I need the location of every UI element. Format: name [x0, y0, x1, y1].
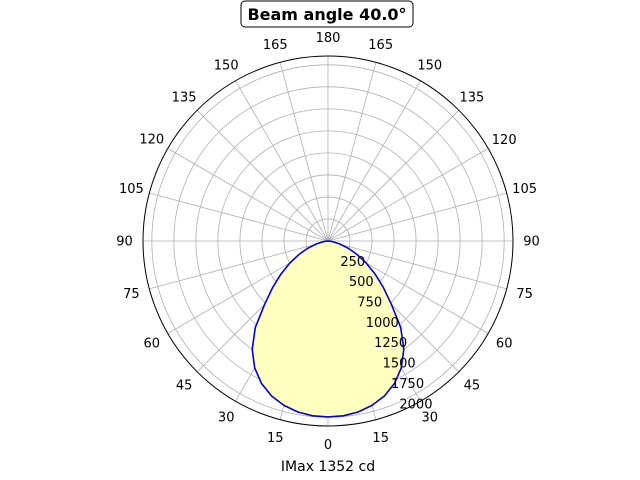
angular-gridline — [327, 240, 507, 290]
angular-gridline — [149, 240, 329, 290]
angle-tick-label: 150 — [214, 58, 239, 73]
chart-title: Beam angle 40.0° — [247, 5, 406, 24]
radial-tick-label: 2000 — [399, 397, 432, 412]
angle-tick-label: 45 — [176, 378, 193, 393]
angle-tick-label: 45 — [464, 378, 481, 393]
x-axis-label: IMax 1352 cd — [281, 459, 375, 475]
angle-tick-label: 135 — [459, 91, 484, 106]
angle-tick-label: 135 — [172, 91, 197, 106]
series-line — [251, 240, 405, 418]
angle-tick-label: 0 — [324, 438, 332, 453]
angle-tick-label: 75 — [123, 287, 140, 302]
angular-gridline — [327, 62, 377, 242]
angle-tick-label: 120 — [139, 133, 164, 148]
radial-tick-label: 250 — [340, 255, 365, 270]
angular-gridline — [327, 80, 421, 242]
angle-tick-label: 165 — [263, 38, 288, 53]
angle-tick-label: 30 — [422, 411, 439, 426]
angle-tick-label: 90 — [523, 235, 540, 250]
radial-tick-label: 1750 — [391, 377, 424, 392]
chart-title-box: Beam angle 40.0° — [240, 0, 414, 28]
angle-tick-label: 105 — [119, 182, 144, 197]
angle-tick-label: 90 — [116, 235, 133, 250]
angle-tick-label: 150 — [417, 58, 442, 73]
radial-tick-label: 750 — [357, 296, 382, 311]
angle-tick-label: 75 — [516, 287, 533, 302]
angular-gridline — [327, 148, 489, 242]
angle-tick-label: 15 — [372, 431, 389, 446]
series-fill — [252, 241, 404, 417]
angle-tick-label: 105 — [512, 182, 537, 197]
series-layer — [251, 240, 405, 418]
angle-tick-label: 60 — [496, 336, 513, 351]
angle-tick-label: 60 — [144, 336, 161, 351]
angular-gridline — [279, 62, 329, 242]
radial-tick-label: 1500 — [383, 357, 416, 372]
angular-gridline — [167, 148, 329, 242]
angular-gridline — [327, 109, 460, 242]
angle-tick-label: 30 — [218, 411, 235, 426]
angular-gridline — [196, 109, 329, 242]
tick-labels: 0 15 30 45 60 75 90 105 120 135 150 165 180 165 150 135… — [116, 31, 540, 453]
angle-tick-label: 15 — [267, 431, 284, 446]
radial-tick-label: 1250 — [374, 336, 407, 351]
angle-tick-label: 180 — [316, 31, 341, 46]
angle-tick-label: 120 — [492, 133, 517, 148]
radial-tick-label: 1000 — [366, 316, 399, 331]
angle-tick-label: 165 — [368, 38, 393, 53]
angular-gridline — [327, 192, 507, 242]
angular-gridline — [235, 80, 329, 242]
radial-tick-label: 500 — [349, 275, 374, 290]
angular-gridline — [149, 192, 329, 242]
polar-frame — [142, 55, 514, 427]
